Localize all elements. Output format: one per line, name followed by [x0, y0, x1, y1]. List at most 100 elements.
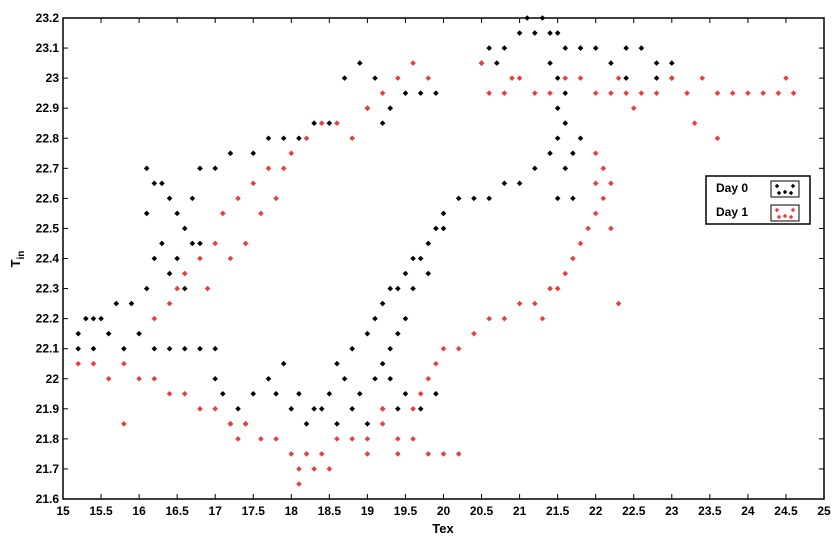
series-1-point: [258, 210, 264, 217]
series-0-point: [288, 406, 295, 412]
series-1-point: [592, 180, 599, 187]
series-0-point: [638, 45, 645, 51]
x-tick-label: 18.5: [318, 504, 342, 518]
series-0-point: [311, 120, 317, 127]
series-0-point: [349, 345, 355, 352]
legend-marker-series-0: [774, 183, 780, 189]
series-1-point: [258, 436, 264, 442]
series-0-point: [425, 240, 432, 247]
series-0-point: [212, 345, 218, 352]
series-1-point: [669, 75, 675, 81]
series-1-point: [775, 90, 782, 96]
series-0-point: [235, 406, 241, 412]
series-0-point: [410, 255, 416, 262]
series-1-point: [227, 421, 234, 427]
series-1-point: [379, 421, 386, 427]
series-1-point: [425, 451, 432, 457]
series-1-point: [577, 75, 584, 81]
series-1-point: [790, 90, 797, 96]
series-0-point: [159, 180, 165, 187]
legend-marker-series-0: [776, 190, 782, 196]
series-0-point: [189, 195, 196, 202]
series-0-point: [554, 135, 561, 142]
series-1-point: [501, 90, 508, 96]
series-0-point: [669, 60, 675, 66]
series-1-point: [151, 315, 158, 322]
y-tick-label: 22.7: [36, 161, 60, 175]
series-0-point: [75, 345, 82, 352]
series-0-point: [395, 406, 401, 412]
x-tick-label: 20.5: [470, 504, 494, 518]
series-1-point: [75, 360, 82, 367]
series-1-point: [121, 421, 127, 427]
series-0-point: [532, 30, 538, 36]
series-1-point: [608, 90, 614, 96]
series-1-point: [478, 60, 485, 66]
series-1-point: [220, 210, 226, 217]
series-0-point: [653, 60, 660, 66]
series-0-point: [402, 270, 409, 277]
series-1-point: [265, 165, 272, 172]
series-0-point: [372, 315, 378, 322]
series-1-point: [684, 90, 690, 96]
legend-marker-series-0: [788, 190, 794, 196]
series-0-point: [356, 60, 363, 66]
series-0-point: [121, 345, 127, 352]
series-0-point: [136, 330, 142, 337]
legend-marker-series-1: [774, 207, 780, 213]
y-tick-label: 21.9: [36, 402, 60, 416]
plot-frame: [62, 17, 825, 500]
series-1-point: [212, 240, 218, 247]
series-1-point: [151, 375, 158, 382]
series-1-point: [562, 75, 569, 81]
series-1-point: [516, 300, 523, 307]
series-1-point: [745, 90, 751, 96]
series-0-point: [212, 375, 218, 382]
x-tick-label: 17.5: [242, 504, 266, 518]
series-1-point: [760, 90, 766, 96]
series-1-point: [273, 195, 279, 202]
legend-marker-series-1: [776, 214, 782, 220]
series-1-point: [440, 345, 447, 352]
series-0-point: [387, 375, 394, 382]
series-0-point: [227, 150, 234, 157]
series-0-point: [197, 240, 203, 247]
series-1-point: [227, 255, 234, 262]
series-1-point: [296, 481, 302, 487]
series-0-point: [577, 135, 584, 142]
series-1-point: [410, 60, 416, 66]
series-0-point: [166, 270, 173, 277]
series-0-point: [387, 345, 394, 352]
series-0-point: [166, 345, 173, 352]
series-1-point: [433, 360, 439, 367]
legend-marker-series-0: [782, 189, 788, 195]
y-axis: 21.6 21.7 21.8 21.9 22 22.1 22.2 22.3 22.4 22.5 22…: [36, 11, 824, 506]
legend-marker-series-1: [782, 213, 788, 219]
series-0-point: [387, 105, 394, 111]
series-1-point: [608, 180, 614, 187]
series-1-point: [455, 451, 462, 457]
series-0-point: [189, 240, 196, 247]
series-0-point: [547, 150, 553, 157]
series-0-point: [395, 285, 401, 292]
series-1-point: [273, 436, 279, 442]
series-1-point: [280, 165, 287, 172]
x-tick-label: 20: [437, 504, 451, 518]
x-tick-label: 16.5: [165, 504, 189, 518]
series-1-point: [197, 255, 203, 262]
series-1-point: [547, 285, 553, 292]
series-0-point: [379, 300, 386, 307]
series-0-point: [334, 360, 340, 367]
series-0-point: [433, 225, 439, 232]
series-0-point: [516, 30, 523, 36]
x-axis: 15 15.5 16 16.5 17 17.5 18 18.5 19 19.5 20 20.5 21 21…: [56, 18, 831, 518]
series-0-point: [181, 285, 188, 292]
series-1-point: [395, 436, 401, 442]
series-1-point: [166, 390, 173, 397]
series-0-point: [440, 225, 447, 232]
y-tick-label: 22.1: [36, 342, 60, 356]
series-1-point: [714, 135, 721, 142]
series-1-point: [547, 90, 553, 96]
series-0-point: [159, 240, 165, 247]
series-0-point: [334, 421, 340, 427]
